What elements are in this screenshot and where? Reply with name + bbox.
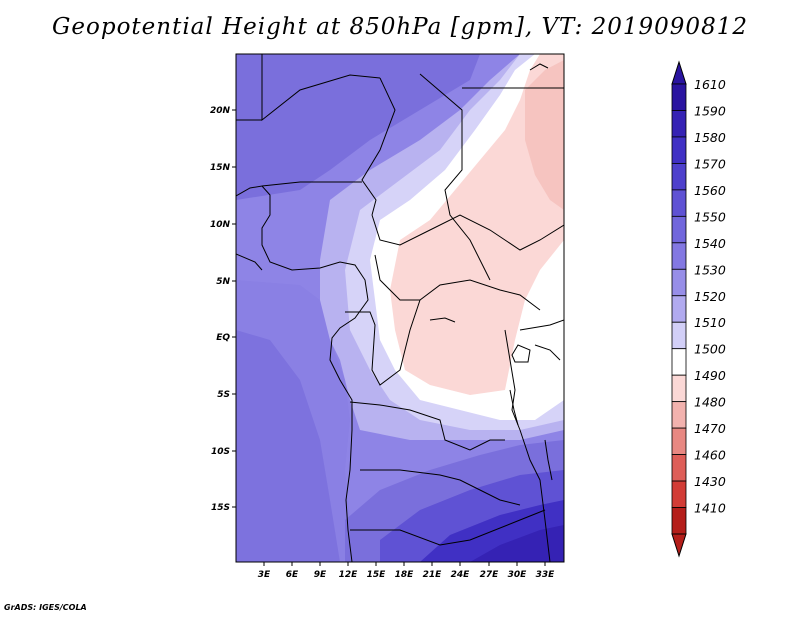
grads-credit: GrADS: IGES/COLA bbox=[4, 603, 87, 612]
colorbar-swatch bbox=[671, 374, 687, 403]
colorbar-swatch bbox=[671, 83, 687, 111]
colorbar-label: 1520 bbox=[694, 289, 726, 304]
colorbar-swatch bbox=[671, 268, 687, 297]
colorbar-swatch bbox=[671, 454, 687, 482]
colorbar-label: 1410 bbox=[694, 501, 726, 516]
colorbar-swatch bbox=[671, 215, 687, 244]
lon-axis: 3E 6E 9E 12E 15E 18E 21E 24E 27E 30E 33E bbox=[258, 562, 555, 580]
lon-label-18e: 18E bbox=[395, 570, 415, 580]
rift-lakes-border bbox=[504, 329, 551, 562]
congo-border bbox=[345, 299, 421, 386]
lat-label-eq: EQ bbox=[216, 333, 230, 343]
colorbar-swatch bbox=[671, 242, 687, 270]
colorbar-label: 1610 bbox=[694, 77, 726, 92]
angola-zambia-border bbox=[360, 469, 521, 506]
lat-label-20n: 20N bbox=[210, 106, 231, 116]
colorbar-swatch bbox=[671, 401, 687, 429]
lon-label-24e: 24E bbox=[451, 570, 471, 580]
lat-label-10n: 10N bbox=[210, 220, 231, 230]
colorbar-swatch bbox=[671, 295, 687, 323]
guinea-coast bbox=[236, 253, 263, 271]
colorbar-swatch bbox=[671, 480, 687, 508]
uganda-border bbox=[519, 319, 564, 331]
colorbar-swatch bbox=[671, 110, 687, 138]
lake-outline-1 bbox=[429, 317, 456, 323]
colorbar-label: 1570 bbox=[694, 156, 726, 171]
car-southern-border bbox=[374, 254, 541, 311]
lat-label-15n: 15N bbox=[210, 163, 231, 173]
kenya-border bbox=[534, 344, 561, 361]
sahel-borders bbox=[236, 119, 362, 187]
colorbar-label: 1540 bbox=[694, 236, 726, 251]
lake-tanganyika bbox=[509, 389, 519, 426]
niger-chad-border bbox=[361, 77, 396, 216]
lon-label-12e: 12E bbox=[339, 570, 359, 580]
field-south-band-4 bbox=[470, 525, 564, 562]
west-coastline bbox=[236, 185, 369, 562]
colorbar-swatch bbox=[671, 189, 687, 217]
colorbar-label: 1430 bbox=[694, 474, 726, 489]
lat-label-15s: 15S bbox=[211, 503, 230, 513]
nile-delta-mark bbox=[529, 63, 549, 71]
car-northern-border bbox=[371, 214, 564, 251]
lake-malawi bbox=[544, 439, 553, 481]
colorbar-label: 1580 bbox=[694, 130, 726, 145]
field-north-band bbox=[236, 54, 480, 200]
lon-label-6e: 6E bbox=[286, 570, 299, 580]
colorbar-label: 1480 bbox=[694, 395, 726, 410]
colorbar-label: 1460 bbox=[694, 448, 726, 463]
lon-label-30e: 30E bbox=[508, 570, 528, 580]
colorbar-swatch bbox=[671, 163, 687, 191]
colorbar-top-arrow bbox=[671, 60, 687, 85]
boundaries bbox=[236, 54, 564, 562]
colorbar-label: 1560 bbox=[694, 183, 726, 198]
lat-label-5n: 5N bbox=[216, 277, 230, 287]
lon-label-3e: 3E bbox=[258, 570, 271, 580]
lon-label-33e: 33E bbox=[536, 570, 556, 580]
map-title: Geopotential Height at 850hPa [gpm], VT:… bbox=[52, 14, 748, 40]
colorbar-bottom-arrow bbox=[671, 533, 687, 558]
lat-label-10s: 10S bbox=[211, 447, 230, 457]
colorbar-label: 1530 bbox=[694, 262, 726, 277]
namibia-border bbox=[350, 509, 546, 546]
colorbar-swatch bbox=[671, 427, 687, 455]
lat-label-5s: 5S bbox=[217, 390, 230, 400]
lon-label-21e: 21E bbox=[423, 570, 443, 580]
colorbar-label: 1590 bbox=[694, 103, 726, 118]
colorbar-swatch bbox=[671, 321, 687, 350]
colorbar-swatch bbox=[671, 507, 687, 535]
colorbar-swatch bbox=[671, 348, 687, 376]
lon-label-9e: 9E bbox=[314, 570, 327, 580]
field-1500-core bbox=[525, 60, 564, 210]
colorbar: 1610 1590 1580 1570 1560 1550 1540 1530 1520 1510… bbox=[671, 60, 726, 558]
height-field bbox=[236, 54, 564, 562]
colorbar-label: 1490 bbox=[694, 368, 726, 383]
lon-label-27e: 27E bbox=[480, 570, 500, 580]
colorbar-label: 1510 bbox=[694, 315, 726, 330]
chad-sudan-border bbox=[419, 73, 491, 281]
colorbar-label: 1500 bbox=[694, 342, 726, 357]
field-1500-region bbox=[390, 54, 564, 395]
lake-victoria bbox=[511, 344, 531, 363]
map-frame bbox=[235, 53, 565, 563]
colorbar-label: 1470 bbox=[694, 421, 726, 436]
field-atlantic-deep bbox=[236, 330, 340, 562]
sahara-border-1 bbox=[261, 54, 381, 122]
colorbar-label: 1550 bbox=[694, 209, 726, 224]
colorbar-swatch bbox=[671, 136, 687, 164]
lon-label-15e: 15E bbox=[367, 570, 387, 580]
lat-axis: 20N 15N 10N 5N EQ 5S 10S 15S bbox=[210, 106, 236, 513]
drc-angola-border bbox=[349, 401, 505, 451]
